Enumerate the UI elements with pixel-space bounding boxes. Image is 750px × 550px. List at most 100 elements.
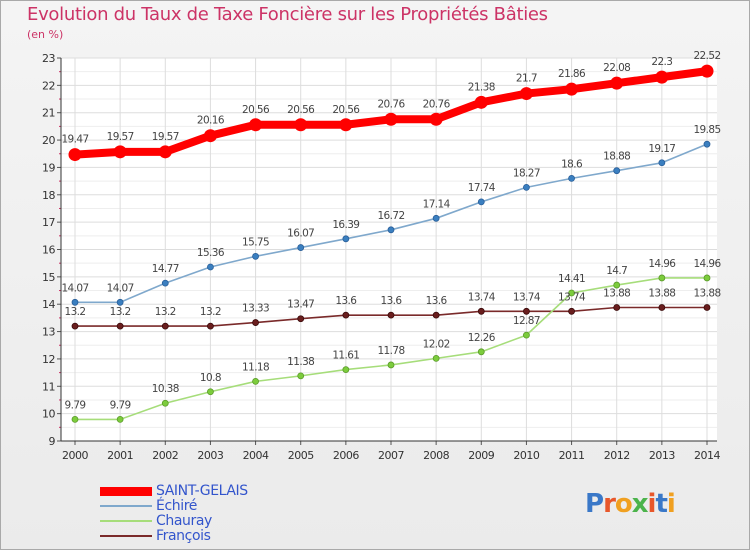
x-tick-label: 2013 [649, 449, 675, 462]
data-label: 14.07 [61, 282, 88, 294]
data-label: 14.7 [606, 265, 627, 277]
y-tick-label: 16 [42, 244, 55, 257]
data-label: 21.7 [516, 73, 537, 85]
data-label: 14.96 [693, 258, 721, 270]
data-point [113, 145, 127, 159]
legend-label-chauray: Chauray [156, 513, 212, 529]
data-label: 20.56 [332, 104, 360, 116]
data-label: 10.38 [152, 383, 179, 395]
data-label: 13.2 [65, 306, 86, 318]
data-point [613, 304, 621, 311]
y-tick-label: 19 [42, 161, 55, 174]
data-label: 13.88 [648, 287, 675, 299]
data-label: 11.18 [242, 361, 269, 373]
y-tick-label: 9 [49, 435, 56, 448]
y-tick-label: 15 [42, 271, 55, 284]
data-label: 11.78 [377, 345, 404, 357]
data-point [207, 322, 214, 330]
data-label: 16.07 [287, 228, 314, 240]
x-tick-label: 2005 [288, 449, 314, 462]
data-label: 20.76 [423, 98, 451, 110]
data-label: 17.14 [423, 198, 451, 210]
data-point [432, 214, 440, 222]
data-point [432, 311, 440, 319]
logo-letter: i [647, 489, 657, 519]
data-label: 18.6 [561, 158, 583, 170]
data-label: 14.96 [648, 258, 676, 270]
data-point [342, 311, 350, 319]
data-label: 12.87 [513, 315, 540, 327]
data-point [116, 322, 124, 330]
data-point [655, 70, 669, 84]
data-label: 11.61 [332, 350, 359, 362]
x-tick-label: 2001 [107, 449, 133, 462]
legend-swatch-saint-gelais [100, 487, 152, 496]
data-label: 13.88 [693, 287, 720, 299]
data-label: 19.47 [61, 134, 88, 146]
data-label: 13.2 [110, 306, 131, 318]
data-point [523, 307, 530, 315]
data-point [565, 82, 579, 96]
data-label: 15.36 [197, 247, 225, 259]
data-label: 22.3 [651, 56, 672, 68]
logo-letter: x [631, 489, 649, 519]
data-label: 12.02 [423, 338, 450, 350]
data-label: 20.76 [377, 98, 405, 110]
data-label: 13.74 [513, 291, 541, 303]
data-point [161, 322, 169, 330]
data-point [68, 148, 82, 162]
x-tick-label: 2007 [378, 449, 404, 462]
data-point [339, 118, 353, 132]
data-point [700, 64, 714, 78]
data-label: 19.17 [648, 143, 675, 155]
logo-letter: i [666, 489, 676, 519]
data-label: 14.07 [107, 282, 134, 294]
logo-letter: o [614, 489, 633, 519]
data-point [477, 348, 485, 356]
data-label: 14.77 [152, 263, 179, 275]
y-tick-label: 14 [42, 298, 55, 311]
x-tick-label: 2000 [62, 449, 88, 462]
logo-letter: r [603, 489, 616, 519]
data-point [384, 112, 398, 126]
data-point [613, 281, 621, 289]
data-point [297, 244, 305, 251]
data-label: 21.38 [468, 81, 495, 93]
data-point [477, 307, 485, 315]
data-point [613, 167, 621, 175]
data-label: 13.74 [468, 291, 496, 303]
data-point [342, 235, 350, 243]
legend-swatch-francois [100, 535, 152, 537]
data-label: 13.33 [242, 303, 269, 315]
data-label: 21.86 [558, 68, 586, 80]
legend-label-echire: Échiré [156, 498, 197, 514]
data-point [610, 76, 624, 90]
y-tick-label: 22 [42, 79, 55, 92]
data-label: 19.57 [152, 131, 179, 143]
x-tick-label: 2011 [559, 449, 585, 462]
data-point [703, 274, 711, 282]
data-point [568, 289, 575, 297]
data-label: 18.88 [603, 151, 630, 163]
proxiti-logo: Proxiti [585, 489, 676, 519]
data-point [294, 118, 308, 132]
data-point [523, 331, 530, 339]
data-label: 14.41 [558, 273, 585, 285]
data-point [158, 145, 172, 159]
data-point [207, 263, 214, 271]
data-point [252, 252, 259, 260]
data-point [297, 315, 305, 323]
data-point [116, 298, 124, 306]
y-tick-label: 11 [42, 380, 55, 393]
data-label: 13.6 [426, 295, 448, 307]
y-tick-label: 23 [42, 52, 55, 65]
data-point [207, 388, 214, 396]
data-point [474, 95, 488, 109]
data-point [429, 112, 443, 126]
data-point [477, 198, 485, 206]
data-point [568, 307, 575, 315]
data-point [703, 140, 711, 148]
data-label: 22.08 [603, 62, 630, 74]
data-label: 16.39 [332, 219, 359, 231]
data-label: 11.38 [287, 356, 314, 368]
